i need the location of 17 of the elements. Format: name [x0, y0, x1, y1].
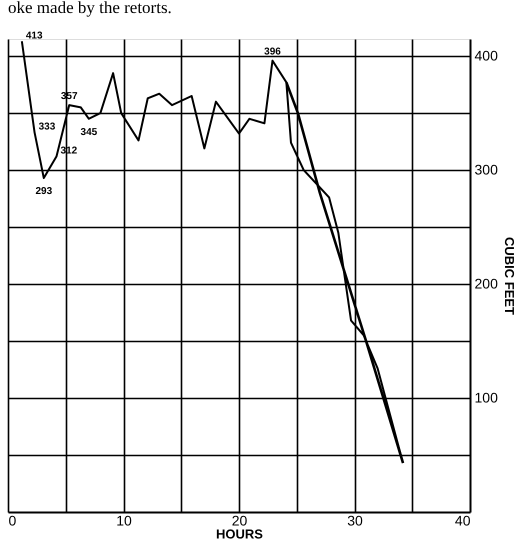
annotation: 293	[35, 186, 53, 198]
x-tick-label: 0	[8, 512, 16, 528]
text: oke made by the retorts.	[8, 0, 172, 17]
x-tick-label: 30	[347, 512, 363, 528]
annotation: 345	[80, 126, 98, 138]
y-tick-label: 300	[474, 162, 498, 178]
annotation: 396	[264, 46, 282, 58]
annotation: 413	[26, 30, 43, 42]
y-tick-label: 100	[474, 390, 498, 406]
annotation: 333	[38, 121, 56, 132]
x-axis-title: HOURS	[216, 526, 264, 539]
x-tick-label: 20	[232, 512, 248, 528]
y-axis-title: CUBIC FEET	[502, 237, 517, 316]
y-tick-label: 400	[474, 48, 498, 64]
x-tick-label: 40	[454, 512, 471, 528]
x-tick-label: 10	[116, 512, 132, 528]
y-tick-label: 200	[474, 276, 498, 292]
